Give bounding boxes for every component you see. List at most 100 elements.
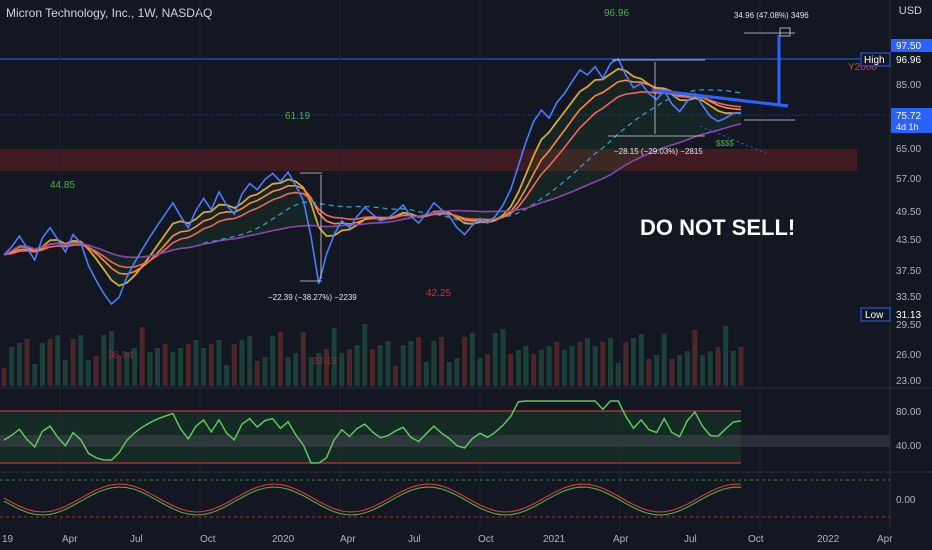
volume-bar (231, 344, 237, 386)
volume-bar (339, 353, 345, 386)
volume-bar (78, 335, 84, 386)
volume-bar (738, 347, 744, 386)
price-tick-label: 49.50 (896, 207, 921, 218)
price-tick-label: 85.00 (896, 80, 921, 91)
time-tick-label: Jul (408, 534, 421, 545)
volume-bar (569, 346, 575, 386)
svg-text:75.72: 75.72 (896, 111, 921, 122)
volume-bar (24, 339, 30, 386)
volume-bar (608, 338, 613, 386)
volume-bar (561, 350, 567, 386)
ma-long-line (3, 122, 742, 259)
volume-bar (654, 355, 660, 386)
volume-bar (362, 324, 368, 386)
price-tick-label: 29.50 (896, 320, 921, 331)
volume-bar (277, 332, 283, 386)
volume-bar (538, 350, 544, 386)
volume-bar (684, 351, 690, 386)
time-tick-label: 2020 (272, 534, 295, 545)
time-tick-label: Apr (62, 534, 78, 545)
volume-bar (377, 345, 383, 386)
current-price-tag[interactable]: 75.72 4d 1h (891, 108, 932, 133)
volume-bar (400, 345, 406, 386)
volume-bar (531, 354, 537, 386)
volume-label-1: 36.94 (108, 350, 133, 361)
volume-bar (723, 326, 729, 386)
volume-bar (469, 333, 475, 386)
time-tick-label: Apr (613, 534, 629, 545)
volume-bar (55, 335, 61, 386)
osc-tick-label: 0.00 (896, 495, 916, 506)
time-tick-label: Oct (748, 534, 764, 545)
chart-title: Micron Technology, Inc., 1W, NASDAQ (6, 6, 213, 20)
rise-label: 34.96 (47.08%) 3496 (734, 11, 809, 20)
price-tick-label: 23.00 (896, 376, 921, 387)
volume-bar (39, 343, 45, 386)
time-tick-label: Apr (877, 534, 893, 545)
volume-bar (715, 347, 721, 386)
volume-bar (730, 351, 736, 386)
volume-bar (485, 354, 491, 386)
volume-bar (446, 362, 452, 386)
volume-bar (300, 332, 306, 386)
volume-bar (185, 344, 191, 386)
high-tag: High 96.96 (860, 52, 932, 67)
price-tick-label: 65.00 (896, 144, 921, 155)
volume-bar (162, 344, 168, 386)
volume-bar (270, 336, 276, 386)
volume-bar (546, 346, 552, 386)
volume-bar (155, 348, 160, 386)
trend-line[interactable] (651, 88, 789, 108)
stoch-k-line (3, 483, 741, 513)
volume-bar (431, 341, 437, 386)
volume-bar (508, 354, 514, 386)
price-tick-label: 26.00 (896, 350, 921, 361)
volume-bar (1, 368, 7, 386)
volume-bar (500, 329, 506, 386)
volume-bar (646, 359, 652, 386)
volume-bar (116, 356, 122, 386)
volume-bar (416, 337, 422, 386)
volume-bar (254, 361, 260, 386)
volume-bar (585, 338, 590, 386)
target-projection (699, 125, 769, 155)
currency-label[interactable]: USD (898, 5, 922, 17)
resistance-zone (0, 149, 857, 171)
osc-tick-label: 40.00 (896, 441, 921, 452)
volume-bar (385, 341, 391, 386)
volume-bar (193, 340, 199, 386)
volume-bar (47, 339, 53, 386)
volume-bar (577, 342, 583, 386)
volume-label-2: 33.13 (312, 356, 337, 367)
volume-bar (707, 351, 713, 386)
ema-slow-line (3, 91, 742, 269)
volume-bar (638, 334, 644, 386)
price-line[interactable] (3, 57, 742, 306)
volume-bar (224, 365, 230, 386)
time-tick-label: Apr (340, 534, 356, 545)
volume-bar (354, 345, 360, 386)
price-tick-label: 43.50 (896, 235, 921, 246)
target-marker: $$$$ (716, 139, 734, 148)
volume-bar (208, 344, 214, 386)
volume-bar (109, 331, 114, 386)
volume-bar (592, 346, 598, 386)
volume-bar (85, 360, 91, 386)
volume-bar (515, 350, 521, 386)
volume-bar (439, 337, 445, 386)
volume-bar (216, 340, 222, 386)
volume-bar (16, 343, 22, 386)
stoch-d-line (3, 486, 741, 516)
target-price-tag: 97.50 (891, 39, 932, 52)
time-tick-label: 2021 (543, 534, 566, 545)
time-axis[interactable]: 19 Apr Jul Oct 2020 Apr Jul Oct 2021 Apr Jul Oct 202… (2, 534, 893, 545)
peak-label: 96.96 (604, 8, 629, 19)
volume-bar (178, 348, 184, 386)
volume-bar (631, 338, 636, 386)
volume-bar (462, 337, 468, 386)
volume-bar (692, 330, 698, 386)
osc-tick-label: 80.00 (896, 407, 921, 418)
mid-low-label: 42.25 (426, 288, 451, 299)
price-axis[interactable]: 85.00 65.00 57.00 49.50 43.50 37.50 33.50 29.50… (896, 80, 921, 387)
